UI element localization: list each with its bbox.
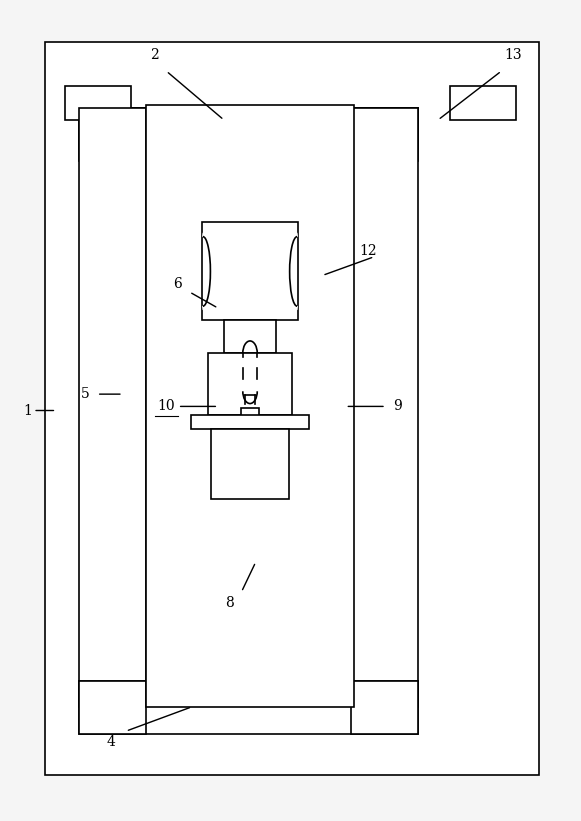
Bar: [224, 320, 276, 353]
Text: 12: 12: [360, 244, 378, 258]
Bar: [351, 681, 418, 734]
Bar: [191, 415, 309, 429]
Text: 13: 13: [504, 48, 522, 62]
Bar: [211, 429, 289, 499]
Bar: [45, 43, 539, 774]
Bar: [450, 85, 516, 120]
Text: 10: 10: [157, 399, 175, 414]
Text: 5: 5: [81, 388, 89, 401]
Bar: [80, 681, 418, 734]
Bar: [80, 681, 146, 734]
Bar: [80, 108, 146, 707]
Bar: [241, 409, 259, 415]
Bar: [80, 108, 418, 149]
Text: 1: 1: [23, 403, 32, 418]
Bar: [351, 108, 418, 161]
Bar: [351, 108, 418, 707]
Bar: [80, 108, 146, 161]
Text: 8: 8: [225, 596, 234, 610]
Bar: [202, 222, 297, 320]
Text: 6: 6: [173, 277, 182, 291]
Bar: [208, 353, 292, 415]
Text: 4: 4: [107, 735, 116, 749]
Bar: [146, 105, 354, 707]
Text: 2: 2: [150, 48, 159, 62]
Bar: [65, 85, 131, 120]
Text: 9: 9: [393, 399, 402, 414]
